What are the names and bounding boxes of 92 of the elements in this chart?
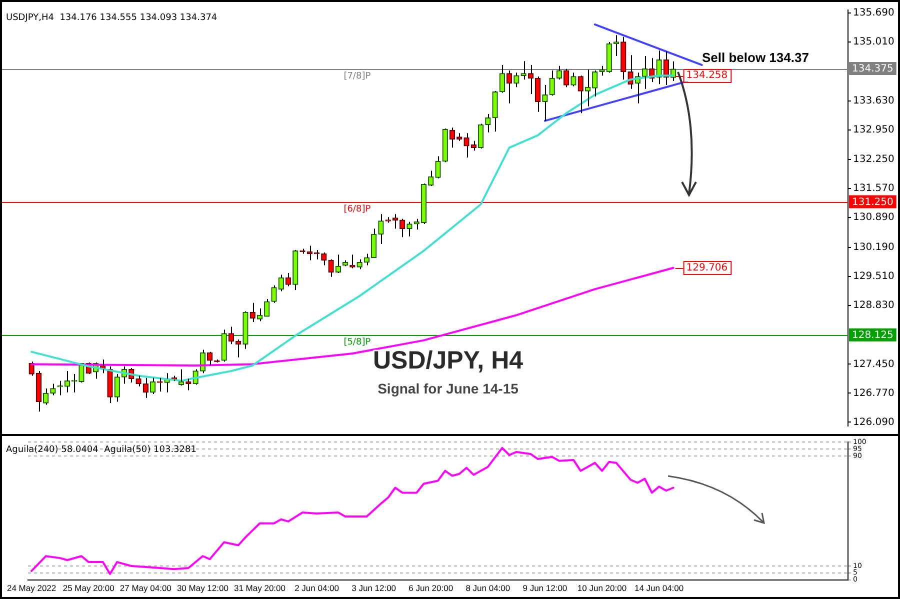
candlestick (385, 216, 391, 224)
candlestick (406, 221, 412, 237)
candlestick (578, 75, 584, 114)
text: USD/JPY, H4 (372, 346, 524, 374)
text: 134.375 (852, 64, 894, 75)
candlestick (264, 298, 270, 317)
candlestick (157, 377, 163, 392)
candlestick (335, 254, 342, 274)
x-tick-label: 9 Jun 12:00 (522, 583, 568, 594)
y-tick-label: 127.450 (853, 358, 894, 370)
candlestick (449, 127, 456, 148)
candlestick (271, 284, 277, 304)
candlestick (414, 218, 420, 230)
candlestick (464, 132, 470, 158)
candlestick (584, 69, 591, 107)
candlestick (64, 370, 70, 393)
candlestick (592, 70, 598, 98)
candlestick (492, 90, 498, 132)
candlestick (28, 361, 34, 376)
y-tick-label: 128.830 (853, 300, 894, 311)
y-tick-label: 132.950 (853, 124, 894, 136)
candlestick (250, 302, 256, 322)
y-tick-label: 131.570 (853, 183, 894, 194)
candlestick (242, 310, 248, 350)
candlestick (570, 72, 576, 87)
candlestick (328, 258, 334, 278)
candlestick (206, 351, 213, 366)
annotation: 134.258 (686, 70, 728, 82)
candlestick (142, 377, 148, 398)
candlestick (278, 274, 284, 292)
x-tick-label: 3 Jun 12:00 (352, 583, 396, 594)
y-tick-label: 126.090 (853, 416, 894, 428)
annotation: Aguila(240) 58.0404 Aguila(50) 103.3281 (6, 445, 196, 456)
text: Signal for June 14-15 (378, 380, 519, 396)
candlestick (435, 156, 441, 179)
candlestick (400, 218, 406, 238)
candlestick (42, 388, 49, 406)
x-tick-label: 24 May 2022 (6, 583, 56, 594)
candlestick (285, 272, 292, 287)
candlestick (221, 329, 227, 362)
candlestick (36, 370, 42, 412)
y-tick-label: 130.190 (853, 242, 894, 254)
ref-line-label: [7/8]P (344, 71, 372, 82)
y-tick-label: 126.770 (853, 388, 894, 399)
x-tick-label: 25 May 20:00 (62, 583, 115, 594)
candlestick (114, 374, 120, 402)
candlestick (564, 68, 570, 88)
annotation: 129.706 (686, 262, 728, 274)
candlestick (514, 72, 520, 88)
text: 131.250 (852, 196, 894, 208)
candlestick (228, 326, 234, 345)
candlestick (356, 258, 362, 270)
x-tick-label: 6 Jun 20:00 (408, 583, 454, 594)
x-tick-label: 8 Jun 04:00 (466, 583, 510, 594)
x-tick-label: 27 May 04:00 (120, 583, 172, 594)
x-tick-label: 30 May 12:00 (176, 583, 229, 594)
candlestick (499, 64, 506, 94)
candlestick (485, 114, 491, 133)
x-tick-label: 10 Jun 20:00 (577, 583, 627, 594)
y-tick-label: 135.690 (853, 8, 894, 19)
x-tick-label: 2 Jun 04:00 (294, 583, 340, 594)
candlestick (321, 252, 327, 266)
candlestick (428, 170, 434, 187)
candlestick (256, 308, 263, 322)
candlestick (420, 182, 427, 224)
ref-line-label: [5/8]P (344, 337, 372, 348)
x-tick-label: 14 Jun 04:00 (634, 583, 684, 594)
y-tick-label: 132.250 (853, 154, 894, 166)
x-tick-label: 31 May 20:00 (234, 583, 286, 594)
annotation: Sell below 134.37 (702, 50, 809, 66)
candlestick (392, 214, 398, 230)
candlestick (542, 84, 548, 122)
candlestick (620, 36, 626, 80)
candlestick (556, 65, 562, 80)
candlestick (520, 60, 526, 80)
candlestick (549, 70, 555, 96)
y-tick-label: 129.510 (853, 270, 894, 282)
candlestick (378, 214, 384, 244)
candlestick (642, 56, 648, 90)
y-tick-label: 135.010 (853, 36, 894, 48)
candlestick (107, 366, 113, 404)
annotation: USDJPY,H4 134.176 134.555 134.093 134.374 (6, 12, 218, 23)
y-tick-label: 133.630 (853, 95, 894, 106)
ref-line-label: [6/8]P (344, 204, 372, 214)
candlestick (150, 377, 156, 395)
candlestick (506, 70, 512, 104)
y-tick-label: 130.890 (853, 212, 894, 224)
candlestick (50, 383, 56, 396)
text: 128.125 (852, 330, 894, 342)
candlestick (292, 249, 298, 291)
candlestick (456, 132, 462, 142)
candlestick (136, 375, 142, 387)
